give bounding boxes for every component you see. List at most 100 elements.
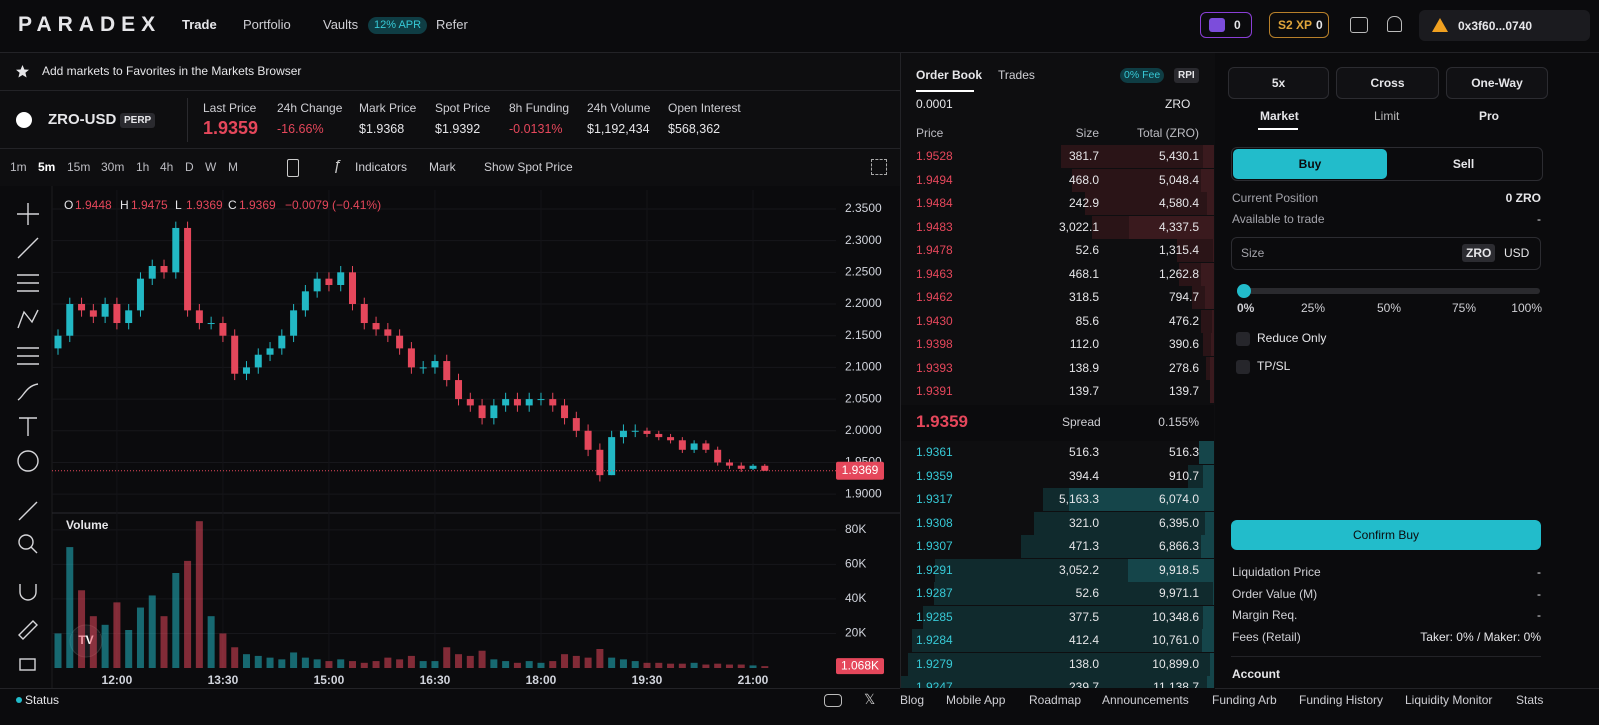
interval[interactable]: 30m bbox=[101, 160, 125, 174]
book-price[interactable]: 1.9528 bbox=[916, 149, 953, 163]
market-symbol[interactable]: ZRO-USD bbox=[48, 111, 117, 128]
checkbox[interactable] bbox=[1236, 332, 1250, 346]
candle-body bbox=[337, 272, 345, 285]
stat-label: Mark Price bbox=[359, 101, 417, 115]
book-price[interactable]: 1.9284 bbox=[916, 633, 953, 647]
book-price[interactable]: 1.9359 bbox=[916, 468, 953, 483]
book-unit[interactable]: ZRO bbox=[1165, 97, 1191, 111]
indicators-button[interactable]: Indicators bbox=[355, 160, 408, 174]
y-tick-label: 60K bbox=[845, 557, 866, 571]
nav-item[interactable]: Refer bbox=[436, 17, 468, 32]
footer-link[interactable]: Stats bbox=[1516, 693, 1544, 707]
candle-type-icon[interactable] bbox=[287, 159, 299, 177]
book-tab[interactable]: Trades bbox=[998, 68, 1035, 82]
position-label: Current Position bbox=[1232, 191, 1319, 205]
interval[interactable]: 4h bbox=[160, 160, 174, 174]
y-tick-label: 2.1000 bbox=[845, 360, 882, 374]
points-count: 0 bbox=[1234, 18, 1241, 32]
book-price[interactable]: 1.9291 bbox=[916, 562, 953, 577]
book-price[interactable]: 1.9391 bbox=[916, 384, 953, 398]
mark-button[interactable]: Mark bbox=[429, 160, 456, 174]
tab-market[interactable]: Market bbox=[1260, 109, 1299, 123]
bell-icon[interactable] bbox=[1387, 16, 1402, 32]
drawing-tools[interactable] bbox=[17, 203, 39, 671]
footer-link[interactable]: Announcements bbox=[1102, 693, 1189, 707]
points-badge[interactable]: 0 bbox=[1200, 12, 1252, 38]
xp-badge[interactable]: S2 XP 0 bbox=[1269, 12, 1329, 38]
spread-band bbox=[901, 405, 1214, 441]
position-mode-button[interactable]: One-Way bbox=[1446, 67, 1548, 99]
leverage-button[interactable]: 5x bbox=[1228, 67, 1329, 99]
interval[interactable]: M bbox=[228, 160, 238, 174]
sell-button[interactable]: Sell bbox=[1452, 157, 1475, 171]
book-price[interactable]: 1.9393 bbox=[916, 360, 953, 375]
interval[interactable]: 15m bbox=[67, 160, 91, 174]
book-price[interactable]: 1.9317 bbox=[916, 492, 953, 506]
interval[interactable]: 1m bbox=[10, 160, 27, 174]
option-reduce-only[interactable]: Reduce Only bbox=[1257, 331, 1327, 345]
interval[interactable]: 1h bbox=[136, 160, 150, 174]
tab-limit[interactable]: Limit bbox=[1374, 109, 1400, 123]
status-link[interactable]: Status bbox=[25, 693, 60, 707]
book-price[interactable]: 1.9307 bbox=[916, 539, 953, 553]
terminal-icon[interactable] bbox=[1350, 17, 1368, 33]
option-tpsl[interactable]: TP/SL bbox=[1257, 359, 1291, 373]
candle-body bbox=[407, 348, 415, 368]
spot-button[interactable]: Show Spot Price bbox=[484, 160, 573, 174]
wallet-button[interactable]: 0x3f60...0740 bbox=[1419, 10, 1590, 41]
confirm-button[interactable]: Confirm Buy bbox=[1231, 520, 1541, 550]
footer-link[interactable]: Funding Arb bbox=[1212, 693, 1277, 707]
book-price[interactable]: 1.9430 bbox=[916, 313, 953, 328]
unit-usd[interactable]: USD bbox=[1504, 246, 1530, 260]
footer-link[interactable]: Funding History bbox=[1299, 693, 1384, 707]
interval[interactable]: W bbox=[205, 160, 217, 174]
slider-track[interactable] bbox=[1244, 288, 1540, 294]
footer-link[interactable]: Liquidity Monitor bbox=[1405, 693, 1493, 707]
book-size: 468.1 bbox=[1068, 266, 1099, 281]
candle-body bbox=[148, 265, 156, 279]
book-price[interactable]: 1.9463 bbox=[916, 266, 953, 281]
book-price[interactable]: 1.9285 bbox=[916, 609, 953, 624]
book-size: 321.0 bbox=[1068, 515, 1099, 530]
slider-knob[interactable] bbox=[1237, 284, 1251, 298]
unit-zro[interactable]: ZRO bbox=[1462, 244, 1496, 262]
book-price[interactable]: 1.9462 bbox=[916, 290, 953, 304]
interval[interactable]: 5m bbox=[38, 160, 56, 174]
book-price[interactable]: 1.9484 bbox=[916, 196, 953, 210]
logo[interactable]: PARADEX bbox=[18, 13, 162, 36]
tab-pro[interactable]: Pro bbox=[1479, 109, 1500, 123]
discord-icon[interactable] bbox=[824, 694, 842, 707]
book-price[interactable]: 1.9478 bbox=[916, 243, 953, 257]
tick-size[interactable]: 0.0001 bbox=[916, 97, 953, 111]
book-tab[interactable]: Order Book bbox=[916, 68, 983, 82]
book-price[interactable]: 1.9494 bbox=[916, 172, 953, 187]
size-input[interactable] bbox=[1231, 237, 1541, 270]
spacer bbox=[916, 99, 1198, 100]
checkbox[interactable] bbox=[1236, 360, 1250, 374]
book-price[interactable]: 1.9308 bbox=[916, 515, 953, 530]
book-total: 10,761.0 bbox=[1152, 633, 1199, 647]
volume-bar bbox=[396, 659, 404, 668]
buy-button[interactable]: Buy bbox=[1233, 149, 1387, 179]
footer-link[interactable]: Mobile App bbox=[946, 693, 1006, 707]
nav-item[interactable]: Vaults bbox=[323, 17, 359, 32]
fullscreen-icon[interactable] bbox=[871, 159, 887, 175]
book-price[interactable]: 1.9361 bbox=[916, 445, 953, 459]
volume-bar bbox=[702, 664, 710, 668]
book-size: 516.3 bbox=[1068, 445, 1099, 459]
x-icon[interactable]: 𝕏 bbox=[864, 691, 876, 707]
interval[interactable]: D bbox=[185, 160, 194, 174]
nav-item[interactable]: Trade bbox=[182, 17, 217, 32]
book-price[interactable]: 1.9279 bbox=[916, 656, 953, 671]
footer-link[interactable]: Roadmap bbox=[1029, 693, 1082, 707]
book-price[interactable]: 1.9398 bbox=[916, 337, 953, 351]
book-price[interactable]: 1.9483 bbox=[916, 219, 953, 234]
book-size: 85.6 bbox=[1075, 313, 1099, 328]
nav-item[interactable]: Portfolio bbox=[243, 17, 291, 32]
footer-link[interactable]: Blog bbox=[900, 693, 925, 707]
candle-body bbox=[219, 323, 227, 336]
x-tick-label: 15:00 bbox=[314, 673, 345, 687]
book-price[interactable]: 1.9287 bbox=[916, 586, 953, 600]
margin-button[interactable]: Cross bbox=[1336, 67, 1439, 99]
book-size: 138.0 bbox=[1068, 656, 1099, 671]
